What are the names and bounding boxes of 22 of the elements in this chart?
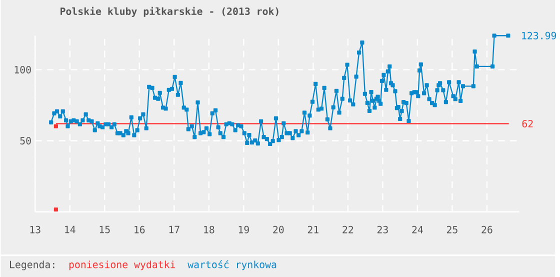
x-tick-label: 13 xyxy=(30,226,40,234)
legend-title: Legenda: xyxy=(10,260,54,270)
x-tick-label: 26 xyxy=(482,226,492,234)
x-tick-label: 19 xyxy=(238,226,249,234)
x-tick-label: 15 xyxy=(100,226,110,234)
x-tick-label: 18 xyxy=(204,226,214,234)
x-tick-label: 24 xyxy=(412,226,423,234)
y-tick-label: 50 xyxy=(20,136,31,144)
x-tick-label: 21 xyxy=(308,226,318,234)
annotation: 62 xyxy=(522,120,533,128)
x-tick-label: 17 xyxy=(169,226,180,234)
x-tick-label: 14 xyxy=(65,226,76,234)
x-tick-label: 23 xyxy=(377,226,388,234)
chart-title: Polskie kluby piłkarskie - (2013 rok) xyxy=(60,6,278,17)
y-tick-label: 100 xyxy=(14,66,31,74)
annotation: 123.99 xyxy=(522,32,556,40)
text: poniesione wydatki xyxy=(69,260,176,270)
x-tick-label: 20 xyxy=(273,226,284,234)
x-tick-label: 16 xyxy=(134,226,145,234)
x-tick-label: 25 xyxy=(446,226,458,234)
text: wartość rynkowa xyxy=(188,260,276,270)
x-tick-label: 22 xyxy=(342,226,354,234)
